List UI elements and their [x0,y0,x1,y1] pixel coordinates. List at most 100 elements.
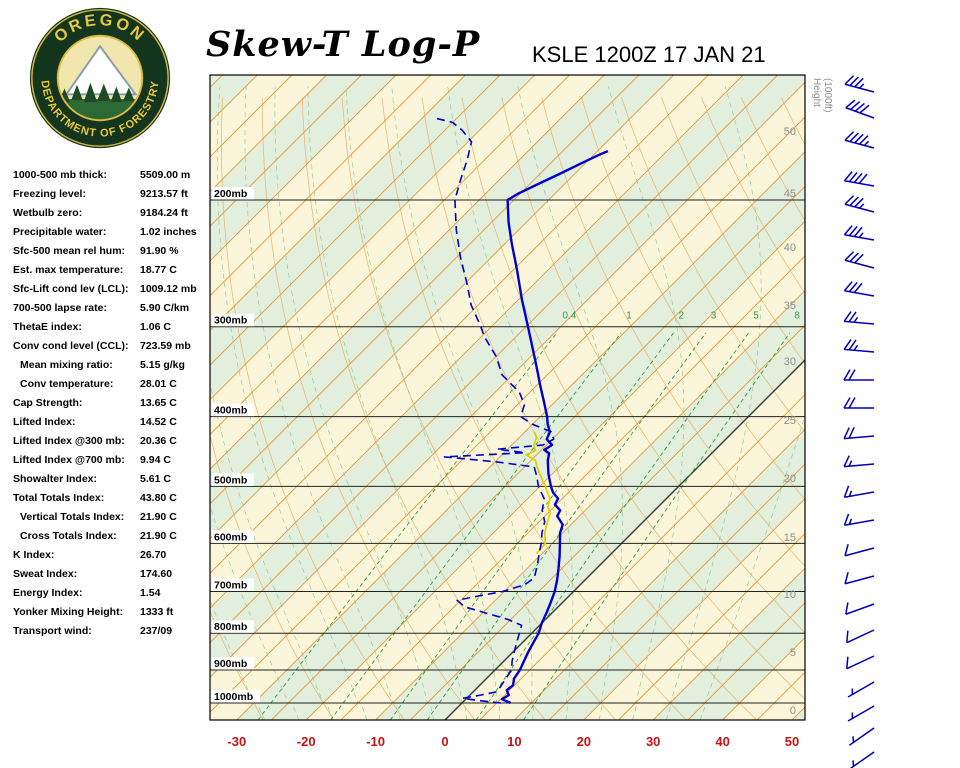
temp-axis-tick: 10 [507,734,521,749]
wind-barbs [843,75,875,768]
stat-row: Conv temperature: 28.01 C [13,375,213,394]
stat-value: 28.01 C [140,378,177,390]
stat-row: Transport wind: 237/09 [13,622,213,641]
stat-value: 1333 ft [140,606,174,618]
stat-label: Est. max temperature: [13,264,124,276]
stat-row: Yonker Mixing Height: 1333 ft [13,603,213,622]
stat-row: Wetbulb zero: 9184.24 ft [13,204,213,223]
height-label: 15 [784,532,796,544]
height-axis-title-units: (1000ft) [822,78,833,112]
stat-value: 9184.24 ft [140,207,188,219]
height-label: 50 [784,126,796,138]
stat-value: 21.90 C [140,511,177,523]
stat-row: Cross Totals Index: 21.90 C [13,527,213,546]
pressure-labels: 200mb 300mb 400mb 500mb 600mb 700mb 800mb 900mb… [212,187,260,703]
stat-label: Sweat Index: [13,568,78,580]
stat-value: 1.06 C [140,321,171,333]
stat-value: 20.36 C [140,435,177,447]
wetbulb-trace [524,431,552,555]
stat-row: Mean mixing ratio: 5.15 g/kg [13,356,213,375]
stat-label: Conv temperature: [20,378,114,390]
stat-value: 26.70 [140,549,167,561]
height-axis-title: Height [811,78,822,107]
pressure-label: 1000mb [214,691,253,703]
mixing-ratio-label: 3 [711,310,717,321]
pressure-label: 800mb [214,621,247,633]
stat-value: 5.61 C [140,473,171,485]
stat-row: Sfc-Lift cond lev (LCL): 1009.12 mb [13,280,213,299]
mixing-ratio-label: 8 [794,310,800,321]
stat-label: Transport wind: [13,625,92,637]
stat-value: 5509.00 m [140,169,191,181]
height-label: 40 [784,242,796,254]
stat-value: 9.94 C [140,454,171,466]
stat-label: Sfc-Lift cond lev (LCL): [13,283,129,295]
stat-label: Precipitable water: [13,226,107,238]
pressure-label: 600mb [214,531,247,543]
stat-label: Sfc-500 mean rel hum: [13,245,126,257]
stat-label: Cross Totals Index: [20,530,117,542]
stat-label: Vertical Totals Index: [20,511,125,523]
stat-label: Lifted Index @700 mb: [13,454,125,466]
stat-row: Showalter Index: 5.61 C [13,470,213,489]
stat-row: Cap Strength: 13.65 C [13,394,213,413]
height-label: 30 [784,356,796,368]
stat-label: K Index: [13,549,55,561]
pressure-label: 400mb [214,405,247,417]
stat-label: Showalter Index: [13,473,98,485]
sounding-traces [435,117,609,705]
stat-label: Conv cond level (CCL): [13,340,129,352]
stat-row: Energy Index: 1.54 [13,584,213,603]
station-id: KSLE 1200Z 17 JAN 21 [532,42,766,67]
stat-row: Sweat Index: 174.60 [13,565,213,584]
stat-label: Freezing level: [13,188,86,200]
stat-value: 91.90 % [140,245,179,257]
temp-axis-tick: -30 [227,734,246,749]
temp-axis-tick: -20 [297,734,316,749]
stat-value: 5.90 C/km [140,302,190,314]
pressure-label: 200mb [214,188,247,200]
stat-value: 237/09 [140,625,173,637]
stat-label: Mean mixing ratio: [20,359,113,371]
stat-value: 9213.57 ft [140,188,188,200]
mixing-ratio-labels: 0.4 1 2 3 5 8 [562,310,800,321]
stat-label: ThetaE index: [13,321,82,333]
stat-row: Lifted Index @700 mb: 9.94 C [13,451,213,470]
stat-label: Energy Index: [13,587,83,599]
stat-value: 1009.12 mb [140,283,197,295]
stat-row: Sfc-500 mean rel hum: 91.90 % [13,242,213,261]
temp-axis-tick: 30 [646,734,660,749]
stat-value: 18.77 C [140,264,177,276]
stat-label: 1000-500 mb thick: [13,169,107,181]
stat-label: Cap Strength: [13,397,83,409]
temperature-trace [500,149,609,705]
stats-panel: 1000-500 mb thick: 5509.00 m Freezing leve… [13,166,213,641]
logo-trees [58,82,135,102]
height-label: 25 [784,415,796,427]
dewpoint-trace [435,117,555,704]
odf-logo: OREGON DEPARTMENT OF FORESTRY [29,7,171,149]
height-label: 35 [784,300,796,312]
logo-gold-ring [31,9,169,147]
stat-value: 723.59 mb [140,340,191,352]
stat-label: Lifted Index: [13,416,76,428]
mixing-ratio-label: 0.4 [562,310,576,321]
stat-row: Est. max temperature: 18.77 C [13,261,213,280]
stat-value: 1.54 [140,587,161,599]
stat-row: Vertical Totals Index: 21.90 C [13,508,213,527]
stat-value: 21.90 C [140,530,177,542]
temp-axis-tick: 20 [577,734,591,749]
temp-axis-tick: 40 [715,734,729,749]
chart-frame [209,74,806,721]
stat-row: 700-500 lapse rate: 5.90 C/km [13,299,213,318]
isotherms [210,75,805,720]
stat-row: Freezing level: 9213.57 ft [13,185,213,204]
stat-value: 174.60 [140,568,173,580]
mixing-ratio-label: 2 [678,310,684,321]
stat-label: Yonker Mixing Height: [13,606,124,618]
stat-value: 13.65 C [140,397,177,409]
stat-label: Wetbulb zero: [13,207,83,219]
pressure-label: 500mb [214,474,247,486]
stat-label: Lifted Index @300 mb: [13,435,125,447]
